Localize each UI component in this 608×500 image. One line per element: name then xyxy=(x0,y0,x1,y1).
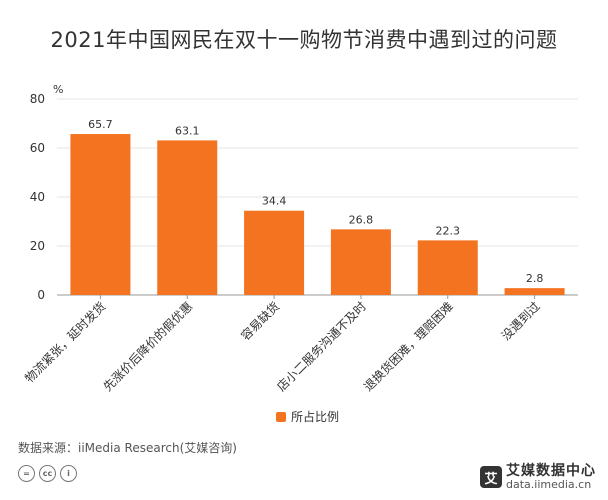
data-label: 65.7 xyxy=(88,118,113,131)
brand-logo-icon: 艾 xyxy=(480,466,502,489)
y-axis-unit: % xyxy=(53,83,63,96)
brand-name: 艾媒数据中心 xyxy=(506,463,596,479)
legend-label: 所占比例 xyxy=(291,410,340,424)
data-label: 2.8 xyxy=(526,272,544,285)
creative-commons-icon: cc xyxy=(39,465,56,482)
y-tick-label: 80 xyxy=(30,92,45,106)
data-label: 63.1 xyxy=(175,124,200,137)
bar xyxy=(244,210,305,295)
x-tick-label: 店小二服务沟通不及时 xyxy=(274,299,369,394)
y-tick-label: 40 xyxy=(30,190,45,204)
equals-icon: = xyxy=(18,465,35,482)
y-tick-label: 60 xyxy=(30,141,45,155)
source-note: 数据来源：iiMedia Research(艾媒咨询) xyxy=(18,441,237,455)
x-tick-label: 物流紧张，延时发货 xyxy=(22,299,109,386)
brand-url: data.iimedia.cn xyxy=(506,477,592,491)
chart-title: 2021年中国网民在双十一购物节消费中遇到过的问题 xyxy=(50,28,558,52)
attribution-icon: i xyxy=(60,465,77,482)
data-label: 34.4 xyxy=(262,195,287,208)
chart-legend: 所占比例 xyxy=(276,408,339,425)
x-tick-label: 退换货困难，理赔困难 xyxy=(360,299,455,394)
bar xyxy=(417,240,478,295)
data-label: 22.3 xyxy=(436,224,461,237)
bar xyxy=(70,134,131,295)
data-label: 26.8 xyxy=(349,213,374,226)
legend-swatch xyxy=(276,411,286,422)
bar xyxy=(157,140,218,295)
bar xyxy=(504,288,565,295)
bar xyxy=(330,229,391,295)
y-tick-label: 20 xyxy=(30,239,45,253)
x-tick-label: 没遇到过 xyxy=(498,299,543,344)
license-icons: = cc i xyxy=(18,465,77,482)
x-tick-label: 容易缺货 xyxy=(238,299,283,344)
x-tick-label: 先涨价后降价的假优惠 xyxy=(100,299,195,394)
y-tick-label: 0 xyxy=(37,288,45,302)
brand-block: 艾 艾媒数据中心 data.iimedia.cn xyxy=(480,464,596,490)
bar-chart: 0 20 40 60 80% 65.7 物流紧张，延时发货 63.1 先涨价后降价的假优惠 34.… xyxy=(22,83,578,394)
